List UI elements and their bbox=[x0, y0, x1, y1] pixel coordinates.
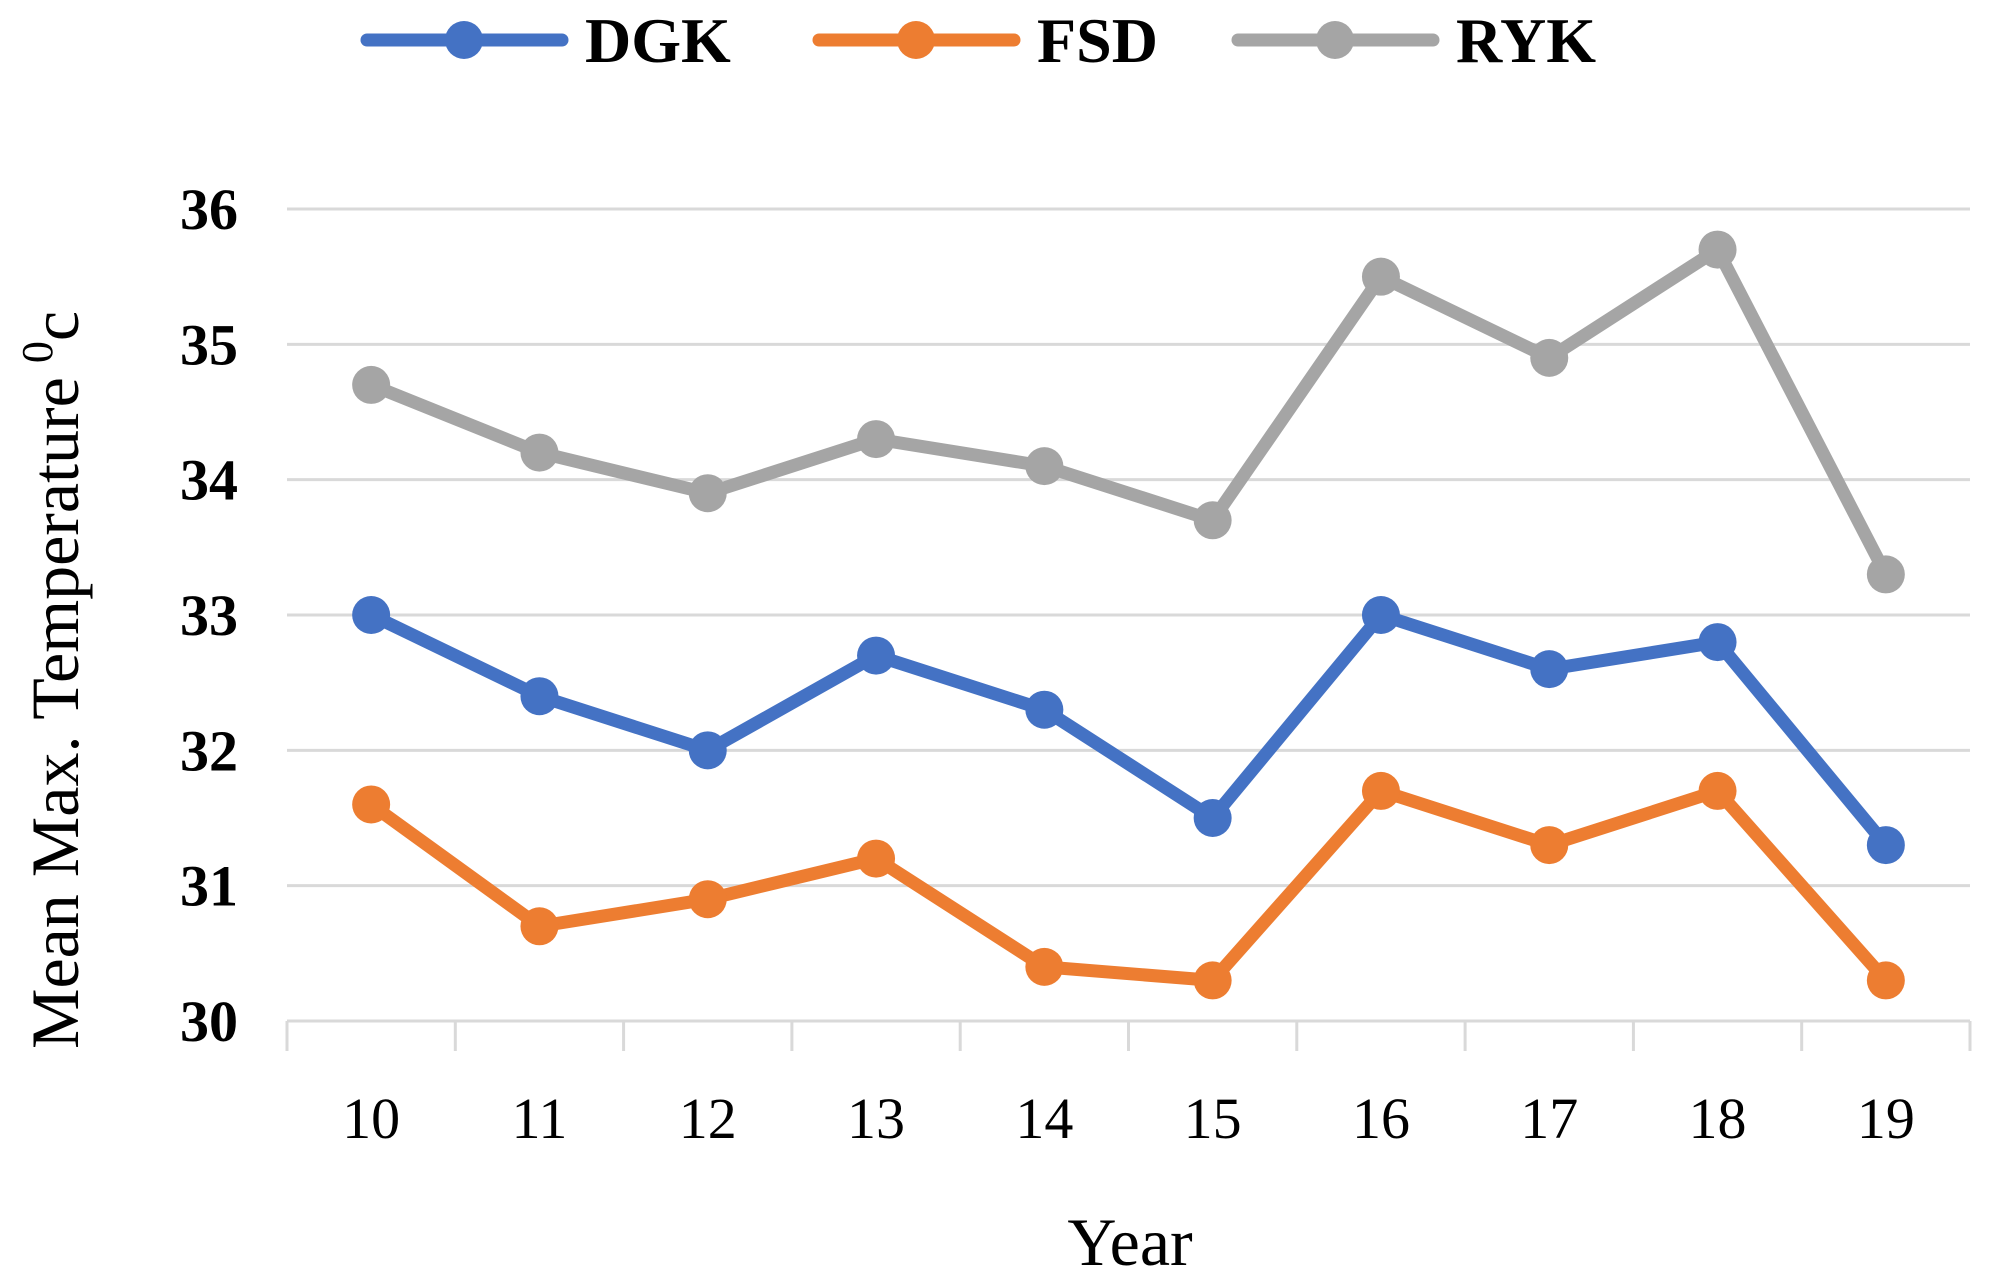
data-point-fsd bbox=[857, 839, 896, 878]
legend-item-dgk: DGK bbox=[360, 5, 731, 76]
data-point-dgk bbox=[1866, 826, 1905, 865]
data-point-fsd bbox=[1866, 961, 1905, 1000]
data-point-fsd bbox=[520, 907, 559, 946]
legend-label: DGK bbox=[585, 5, 731, 76]
data-point-fsd bbox=[1193, 961, 1232, 1000]
data-point-dgk bbox=[1025, 690, 1064, 729]
y-tick-label: 35 bbox=[180, 312, 238, 377]
x-axis-ticks: 10 11 12 13 14 15 16 17 18 19 bbox=[342, 1086, 1915, 1151]
x-tick-label: 11 bbox=[512, 1086, 568, 1151]
series-lines bbox=[352, 230, 1905, 1000]
x-tick-label: 17 bbox=[1520, 1086, 1578, 1151]
data-point-ryk bbox=[1193, 501, 1232, 540]
legend-swatch-marker bbox=[1316, 21, 1354, 59]
y-axis-title-superscript: 0 bbox=[13, 341, 62, 363]
data-point-ryk bbox=[1361, 257, 1400, 296]
data-point-ryk bbox=[688, 474, 727, 513]
x-tick-label: 16 bbox=[1352, 1086, 1410, 1151]
series-line-fsd bbox=[364, 784, 1893, 987]
data-point-ryk bbox=[520, 433, 559, 472]
data-point-dgk bbox=[1361, 596, 1400, 634]
y-tick-label: 32 bbox=[180, 718, 238, 783]
y-axis-title-main: Mean Max. Temperature bbox=[17, 377, 93, 1049]
legend: DGK FSD RYK bbox=[360, 5, 1596, 76]
data-point-ryk bbox=[857, 420, 896, 459]
series-dgk bbox=[352, 596, 1905, 865]
data-point-dgk bbox=[352, 596, 391, 634]
legend-item-fsd: FSD bbox=[812, 5, 1158, 76]
data-point-fsd bbox=[1361, 771, 1400, 810]
x-tick-label: 14 bbox=[1015, 1086, 1073, 1151]
data-point-dgk bbox=[688, 731, 727, 770]
series-fsd bbox=[352, 771, 1905, 1000]
x-axis-title: Year bbox=[1067, 1204, 1193, 1280]
data-point-ryk bbox=[1025, 447, 1064, 486]
x-tick-label: 13 bbox=[847, 1086, 905, 1151]
data-point-fsd bbox=[1698, 771, 1737, 810]
legend-item-ryk: RYK bbox=[1231, 5, 1596, 76]
y-tick-label: 31 bbox=[180, 854, 238, 919]
y-axis-title-unit: c bbox=[17, 311, 93, 341]
legend-label: FSD bbox=[1037, 5, 1158, 76]
y-axis-ticks: 30 31 32 33 34 35 36 bbox=[180, 177, 238, 1054]
legend-swatch-marker bbox=[897, 21, 935, 59]
legend-label: RYK bbox=[1456, 5, 1596, 76]
gridlines bbox=[285, 207, 1972, 1051]
data-point-ryk bbox=[352, 365, 391, 404]
x-tick-label: 15 bbox=[1184, 1086, 1242, 1151]
data-point-fsd bbox=[1025, 947, 1064, 986]
data-point-ryk bbox=[1866, 555, 1905, 594]
y-tick-label: 30 bbox=[180, 989, 238, 1054]
data-point-dgk bbox=[1530, 650, 1569, 689]
x-tick-label: 10 bbox=[342, 1086, 400, 1151]
data-point-dgk bbox=[1698, 623, 1737, 662]
legend-swatch-marker bbox=[445, 21, 483, 59]
data-point-dgk bbox=[1193, 799, 1232, 837]
y-axis-title: Mean Max. Temperature 0c bbox=[13, 311, 93, 1049]
y-tick-label: 33 bbox=[180, 583, 238, 648]
series-ryk bbox=[352, 230, 1905, 594]
data-point-dgk bbox=[857, 636, 896, 675]
x-tick-label: 18 bbox=[1689, 1086, 1747, 1151]
data-point-dgk bbox=[520, 677, 559, 716]
data-point-fsd bbox=[1530, 826, 1569, 865]
data-point-ryk bbox=[1698, 230, 1737, 269]
data-point-fsd bbox=[352, 785, 391, 824]
series-line-ryk bbox=[364, 243, 1893, 581]
y-tick-label: 34 bbox=[180, 448, 238, 513]
x-tick-label: 19 bbox=[1857, 1086, 1915, 1151]
y-tick-label: 36 bbox=[180, 177, 238, 242]
data-point-fsd bbox=[688, 880, 727, 919]
data-point-ryk bbox=[1530, 338, 1569, 377]
x-tick-label: 12 bbox=[679, 1086, 737, 1151]
series-line-dgk bbox=[364, 608, 1893, 852]
